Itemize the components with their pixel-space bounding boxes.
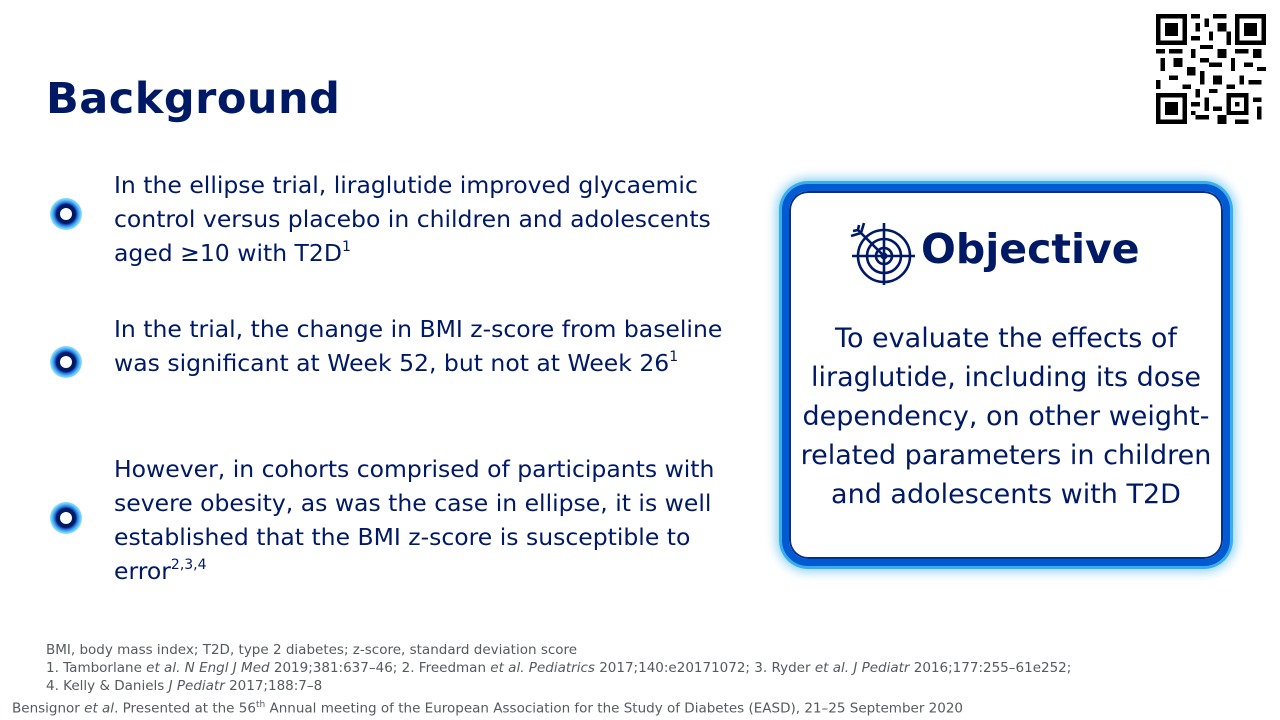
qr-code-icon — [1156, 14, 1266, 124]
objective-box: Objective To evaluate the effects of lir… — [782, 184, 1230, 566]
bullet-circle-icon — [50, 502, 82, 534]
bullet-circle-icon — [50, 198, 82, 230]
bullet-circle-icon — [50, 346, 82, 378]
objective-header: Objective — [849, 213, 1189, 291]
bullet-item-3: However, in cohorts comprised of partici… — [48, 452, 728, 592]
footnotes: BMI, body mass index; T2D, type 2 diabet… — [46, 641, 1266, 695]
reference-superscript: 1 — [669, 349, 679, 365]
bullet-text: However, in cohorts comprised of partici… — [114, 455, 715, 585]
reference-superscript: 1 — [341, 239, 351, 255]
objective-title: Objective — [921, 225, 1140, 273]
presentation-citation: Bensignor et al. Presented at the 56th A… — [12, 700, 964, 717]
references-line-2: 4. Kelly & Daniels J Pediatr 2017;188:7–… — [46, 678, 323, 694]
bullet-text: In the ellipse trial, liraglutide improv… — [114, 171, 711, 267]
objective-text: To evaluate the effects of liraglutide, … — [800, 323, 1212, 510]
abbreviations-note: BMI, body mass index; T2D, type 2 diabet… — [46, 642, 578, 658]
references-line-1: 1. Tamborlane et al. N Engl J Med 2019;3… — [46, 660, 1072, 676]
reference-superscript: 2,3,4 — [170, 557, 207, 573]
target-icon — [850, 222, 915, 285]
bullet-text: In the trial, the change in BMI z-score … — [114, 315, 723, 377]
slide-title: Background — [46, 74, 341, 124]
bullet-item-1: In the ellipse trial, liraglutide improv… — [48, 168, 728, 272]
bullet-item-2: In the trial, the change in BMI z-score … — [48, 312, 728, 416]
